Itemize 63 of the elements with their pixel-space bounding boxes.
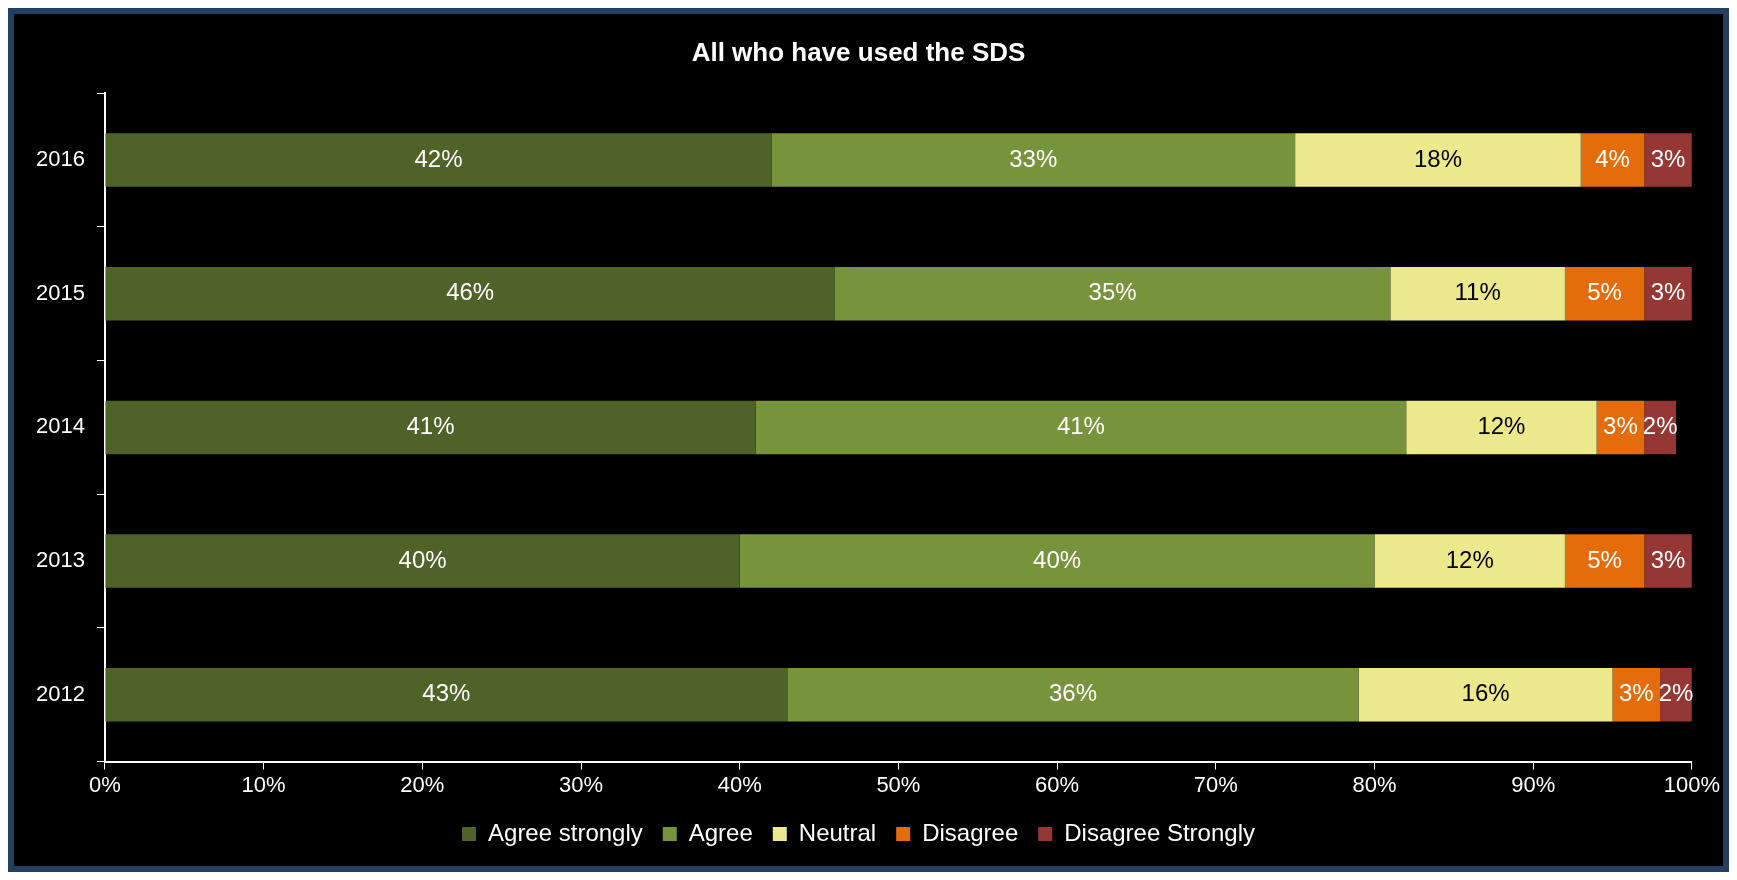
x-tick-label: 50% <box>876 771 921 797</box>
data-label: 3% <box>1650 545 1686 573</box>
bar <box>1358 668 1613 722</box>
data-label: 46% <box>446 278 495 306</box>
data-label: 42% <box>414 144 463 172</box>
data-label: 35% <box>1088 278 1137 306</box>
bar <box>105 266 835 321</box>
data-label: 12% <box>1477 412 1526 440</box>
data-label: 3% <box>1603 412 1638 440</box>
bar <box>1295 133 1581 187</box>
x-tick-label: 20% <box>400 771 445 797</box>
legend-label: Agree strongly <box>488 818 643 846</box>
legend-label: Agree <box>688 818 753 846</box>
x-tick-label: 70% <box>1193 771 1238 797</box>
y-tick-label: 2012 <box>35 680 85 706</box>
data-label: 33% <box>1009 144 1058 172</box>
x-tick-label: 0% <box>89 771 121 797</box>
data-label: 36% <box>1048 679 1097 707</box>
bar <box>1390 266 1565 321</box>
data-label: 3% <box>1650 278 1686 306</box>
bar <box>771 133 1296 187</box>
data-label: 43% <box>422 679 471 707</box>
data-label: 40% <box>398 545 447 573</box>
data-label: 5% <box>1587 545 1622 573</box>
y-tick-label: 2015 <box>35 279 85 305</box>
data-label: 11% <box>1454 278 1501 306</box>
x-tick-label: 30% <box>559 771 604 797</box>
x-tick-label: 90% <box>1511 771 1556 797</box>
legend-label: Disagree Strongly <box>1064 818 1255 846</box>
data-label: 3% <box>1650 144 1686 172</box>
y-tick-label: 2014 <box>35 413 85 439</box>
data-label: 41% <box>1056 412 1105 440</box>
data-label: 16% <box>1461 679 1510 707</box>
x-tick-label: 10% <box>241 771 286 797</box>
data-label: 12% <box>1445 545 1494 573</box>
bar <box>1374 534 1565 588</box>
bar <box>1564 534 1645 588</box>
bar <box>105 668 788 722</box>
bar <box>834 266 1391 321</box>
y-tick-label: 2013 <box>35 547 85 573</box>
bar <box>1580 133 1645 187</box>
data-label: 4% <box>1595 144 1630 172</box>
bar <box>105 400 756 455</box>
bar <box>105 534 740 588</box>
data-label: 40% <box>1033 545 1082 573</box>
chart-title: All who have used the SDS <box>691 36 1026 67</box>
x-tick-label: 80% <box>1352 771 1397 797</box>
data-label: 18% <box>1413 144 1462 172</box>
legend-label: Neutral <box>798 818 877 846</box>
bar <box>739 534 1375 588</box>
x-tick-label: 100% <box>1663 771 1721 797</box>
bar <box>1406 400 1597 455</box>
data-label: 3% <box>1618 679 1654 707</box>
bar <box>755 400 1407 455</box>
bar <box>105 133 772 187</box>
data-label: 5% <box>1587 278 1622 306</box>
bar <box>787 668 1359 722</box>
y-tick-label: 2016 <box>35 146 85 172</box>
data-label: 41% <box>406 412 455 440</box>
bar <box>1564 266 1645 321</box>
x-tick-label: 60% <box>1035 771 1080 797</box>
x-tick-label: 40% <box>717 771 762 797</box>
legend-label: Disagree <box>922 818 1019 846</box>
